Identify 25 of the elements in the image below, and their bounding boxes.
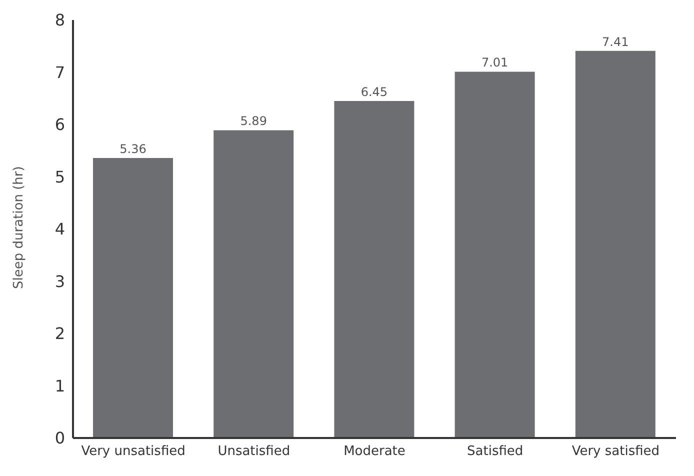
data-label: 7.01 <box>481 56 508 70</box>
y-tick-label: 0 <box>54 428 65 448</box>
bar <box>575 50 656 438</box>
x-tick-label: Moderate <box>344 444 406 460</box>
y-tick-label: 5 <box>54 167 65 186</box>
y-tick-label: 3 <box>54 272 65 291</box>
x-tick-label: Satisfied <box>467 444 524 460</box>
y-tick-label: 2 <box>54 324 65 344</box>
y-axis-title: Sleep duration (hr) <box>12 166 27 289</box>
y-tick-label: 6 <box>54 115 65 134</box>
y-tick-label: 4 <box>54 220 65 239</box>
data-label: 6.45 <box>360 84 388 99</box>
bar <box>454 72 535 438</box>
data-label: 7.41 <box>602 34 629 49</box>
x-tick-label: Unsatisfied <box>218 444 290 460</box>
x-tick-label: Very satisfied <box>572 444 660 460</box>
x-tick-label: Very unsatisfied <box>81 444 186 460</box>
y-tick-label: 8 <box>54 10 65 30</box>
y-tick-label: 1 <box>54 376 65 396</box>
bar <box>334 100 414 438</box>
data-label: 5.36 <box>120 142 146 156</box>
bar <box>214 130 294 438</box>
y-tick-label: 7 <box>54 62 65 82</box>
bar <box>93 158 173 438</box>
data-label: 5.89 <box>240 114 267 128</box>
